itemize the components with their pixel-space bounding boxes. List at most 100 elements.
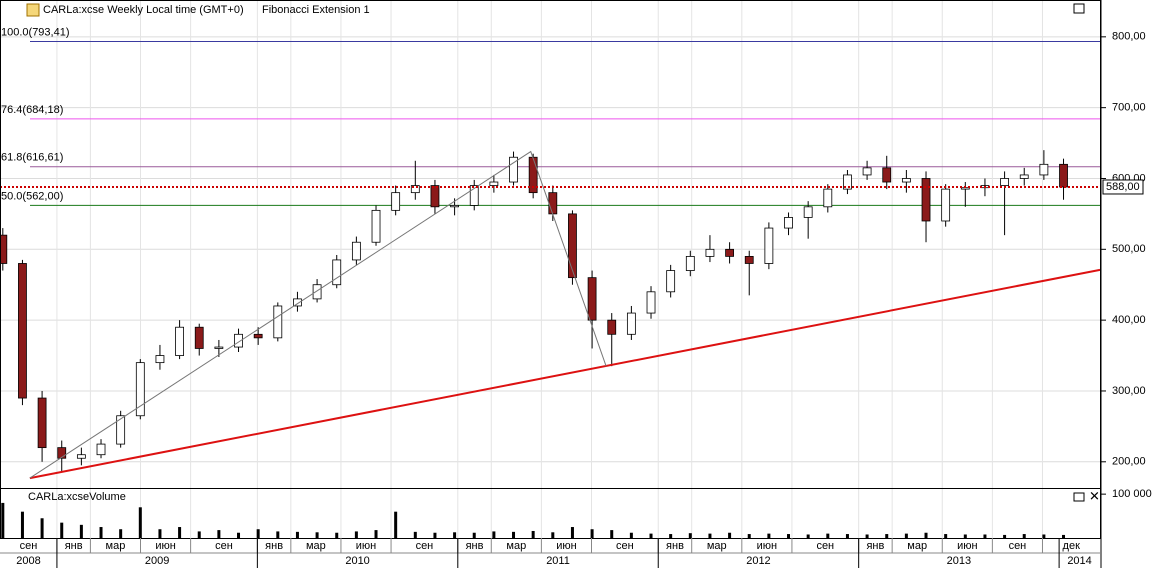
volume-bar bbox=[767, 533, 771, 538]
x-tick-label: июн bbox=[957, 540, 977, 552]
candle-body bbox=[548, 192, 558, 215]
volume-bar bbox=[433, 532, 437, 538]
volume-bar bbox=[20, 511, 24, 538]
candle-body bbox=[0, 234, 8, 264]
candle-body bbox=[312, 284, 322, 300]
volume-bar bbox=[688, 533, 692, 538]
volume-bar bbox=[845, 534, 849, 538]
volume-bar bbox=[492, 531, 496, 538]
candle-body bbox=[587, 277, 597, 321]
volume-bar bbox=[512, 531, 516, 538]
x-tick-label: янв bbox=[265, 540, 283, 552]
volume-bar bbox=[217, 530, 221, 538]
fib-label: 100.0(793,41) bbox=[1, 26, 70, 38]
x-tick-label: июн bbox=[155, 540, 175, 552]
x-tick-label: мар bbox=[106, 540, 126, 552]
x-tick-label: сен bbox=[816, 540, 834, 552]
volume-bar bbox=[649, 533, 653, 538]
price-label-box bbox=[1102, 179, 1144, 195]
volume-bar bbox=[1042, 534, 1046, 538]
candle-body bbox=[882, 167, 892, 183]
y-tick-label: 800,00 bbox=[1112, 31, 1146, 43]
volume-bar bbox=[708, 533, 712, 538]
volume-bar bbox=[374, 530, 378, 538]
symbol-title[interactable]: CARLa:xcse Weekly Local time (GMT+0) bbox=[43, 4, 244, 16]
volume-bar bbox=[138, 507, 142, 538]
candle-body bbox=[96, 443, 106, 456]
x-year-label: 2014 bbox=[1067, 555, 1091, 567]
candle-body bbox=[293, 298, 302, 307]
candle-body bbox=[901, 178, 911, 183]
plot bbox=[0, 40, 1101, 538]
x-tick-label: мар bbox=[506, 540, 526, 552]
volume-bar bbox=[747, 534, 751, 538]
volume-bar bbox=[669, 534, 673, 538]
candle-body bbox=[135, 362, 145, 417]
candle-body bbox=[1059, 163, 1068, 188]
x-tick-label: сен bbox=[1009, 540, 1027, 552]
volume-bar bbox=[983, 534, 987, 538]
candle-body bbox=[646, 291, 656, 314]
volume-bar bbox=[295, 531, 299, 538]
volume-bar bbox=[79, 524, 83, 538]
volume-bar bbox=[237, 532, 241, 538]
candle-body bbox=[430, 185, 440, 208]
volume-bar bbox=[1003, 534, 1007, 538]
candle-body bbox=[155, 355, 165, 364]
volume-bar bbox=[551, 532, 555, 538]
trend-line bbox=[29, 150, 607, 479]
volume-bar bbox=[1062, 534, 1066, 538]
candle-body bbox=[371, 209, 381, 243]
volume-bar bbox=[590, 529, 594, 538]
volume-bar bbox=[904, 533, 908, 538]
x-tick-label: янв bbox=[65, 540, 83, 552]
volume-bar bbox=[40, 518, 44, 538]
y-tick-label: 700,00 bbox=[1112, 102, 1146, 114]
volume-bar bbox=[99, 527, 103, 538]
x-tick-label: сен bbox=[20, 540, 38, 552]
candle-body bbox=[803, 206, 813, 218]
volume-bar bbox=[60, 522, 64, 538]
volume-bar bbox=[963, 534, 967, 538]
x-tick-label: сен bbox=[215, 540, 233, 552]
candle-body bbox=[194, 326, 204, 349]
x-tick-label: янв bbox=[466, 540, 484, 552]
volume-bar bbox=[728, 532, 732, 538]
x-tick-label: дек bbox=[1063, 540, 1081, 552]
study-title[interactable]: Fibonacci Extension 1 bbox=[262, 4, 370, 16]
volume-bar bbox=[944, 534, 948, 538]
candle-body bbox=[764, 227, 774, 264]
candle-body bbox=[214, 346, 224, 349]
close-button[interactable]: ✕ bbox=[1089, 488, 1100, 503]
price-label: 588,00 bbox=[1106, 181, 1140, 193]
candle-body bbox=[332, 259, 342, 286]
x-tick-label: сен bbox=[416, 540, 434, 552]
candle-body bbox=[391, 192, 401, 211]
symbol-icon[interactable] bbox=[26, 3, 40, 17]
maximize-button[interactable] bbox=[1073, 3, 1085, 14]
y-tick-label: 100 000 bbox=[1112, 488, 1152, 500]
volume-bar bbox=[197, 531, 201, 538]
candle-body bbox=[607, 319, 617, 335]
fib-label: 76.4(684,18) bbox=[1, 104, 63, 116]
volume-bar bbox=[531, 530, 535, 538]
candle-body bbox=[705, 248, 715, 257]
candle-body bbox=[725, 248, 734, 257]
candle-body bbox=[175, 326, 184, 356]
volume-bar bbox=[119, 529, 123, 538]
candle-body bbox=[234, 333, 243, 348]
candle-body bbox=[784, 217, 793, 229]
candle-body bbox=[57, 447, 67, 459]
volume-bar bbox=[610, 530, 614, 538]
candle-body bbox=[862, 167, 872, 176]
x-tick-label: мар bbox=[707, 540, 727, 552]
candle-body bbox=[744, 255, 754, 264]
volume-bar bbox=[472, 532, 476, 538]
candle-body bbox=[116, 415, 126, 445]
maximize-button[interactable] bbox=[1073, 492, 1085, 502]
volume-bar bbox=[787, 534, 791, 538]
candle-body bbox=[509, 156, 518, 183]
volume-bar bbox=[1, 502, 5, 538]
candle-body bbox=[76, 454, 86, 459]
